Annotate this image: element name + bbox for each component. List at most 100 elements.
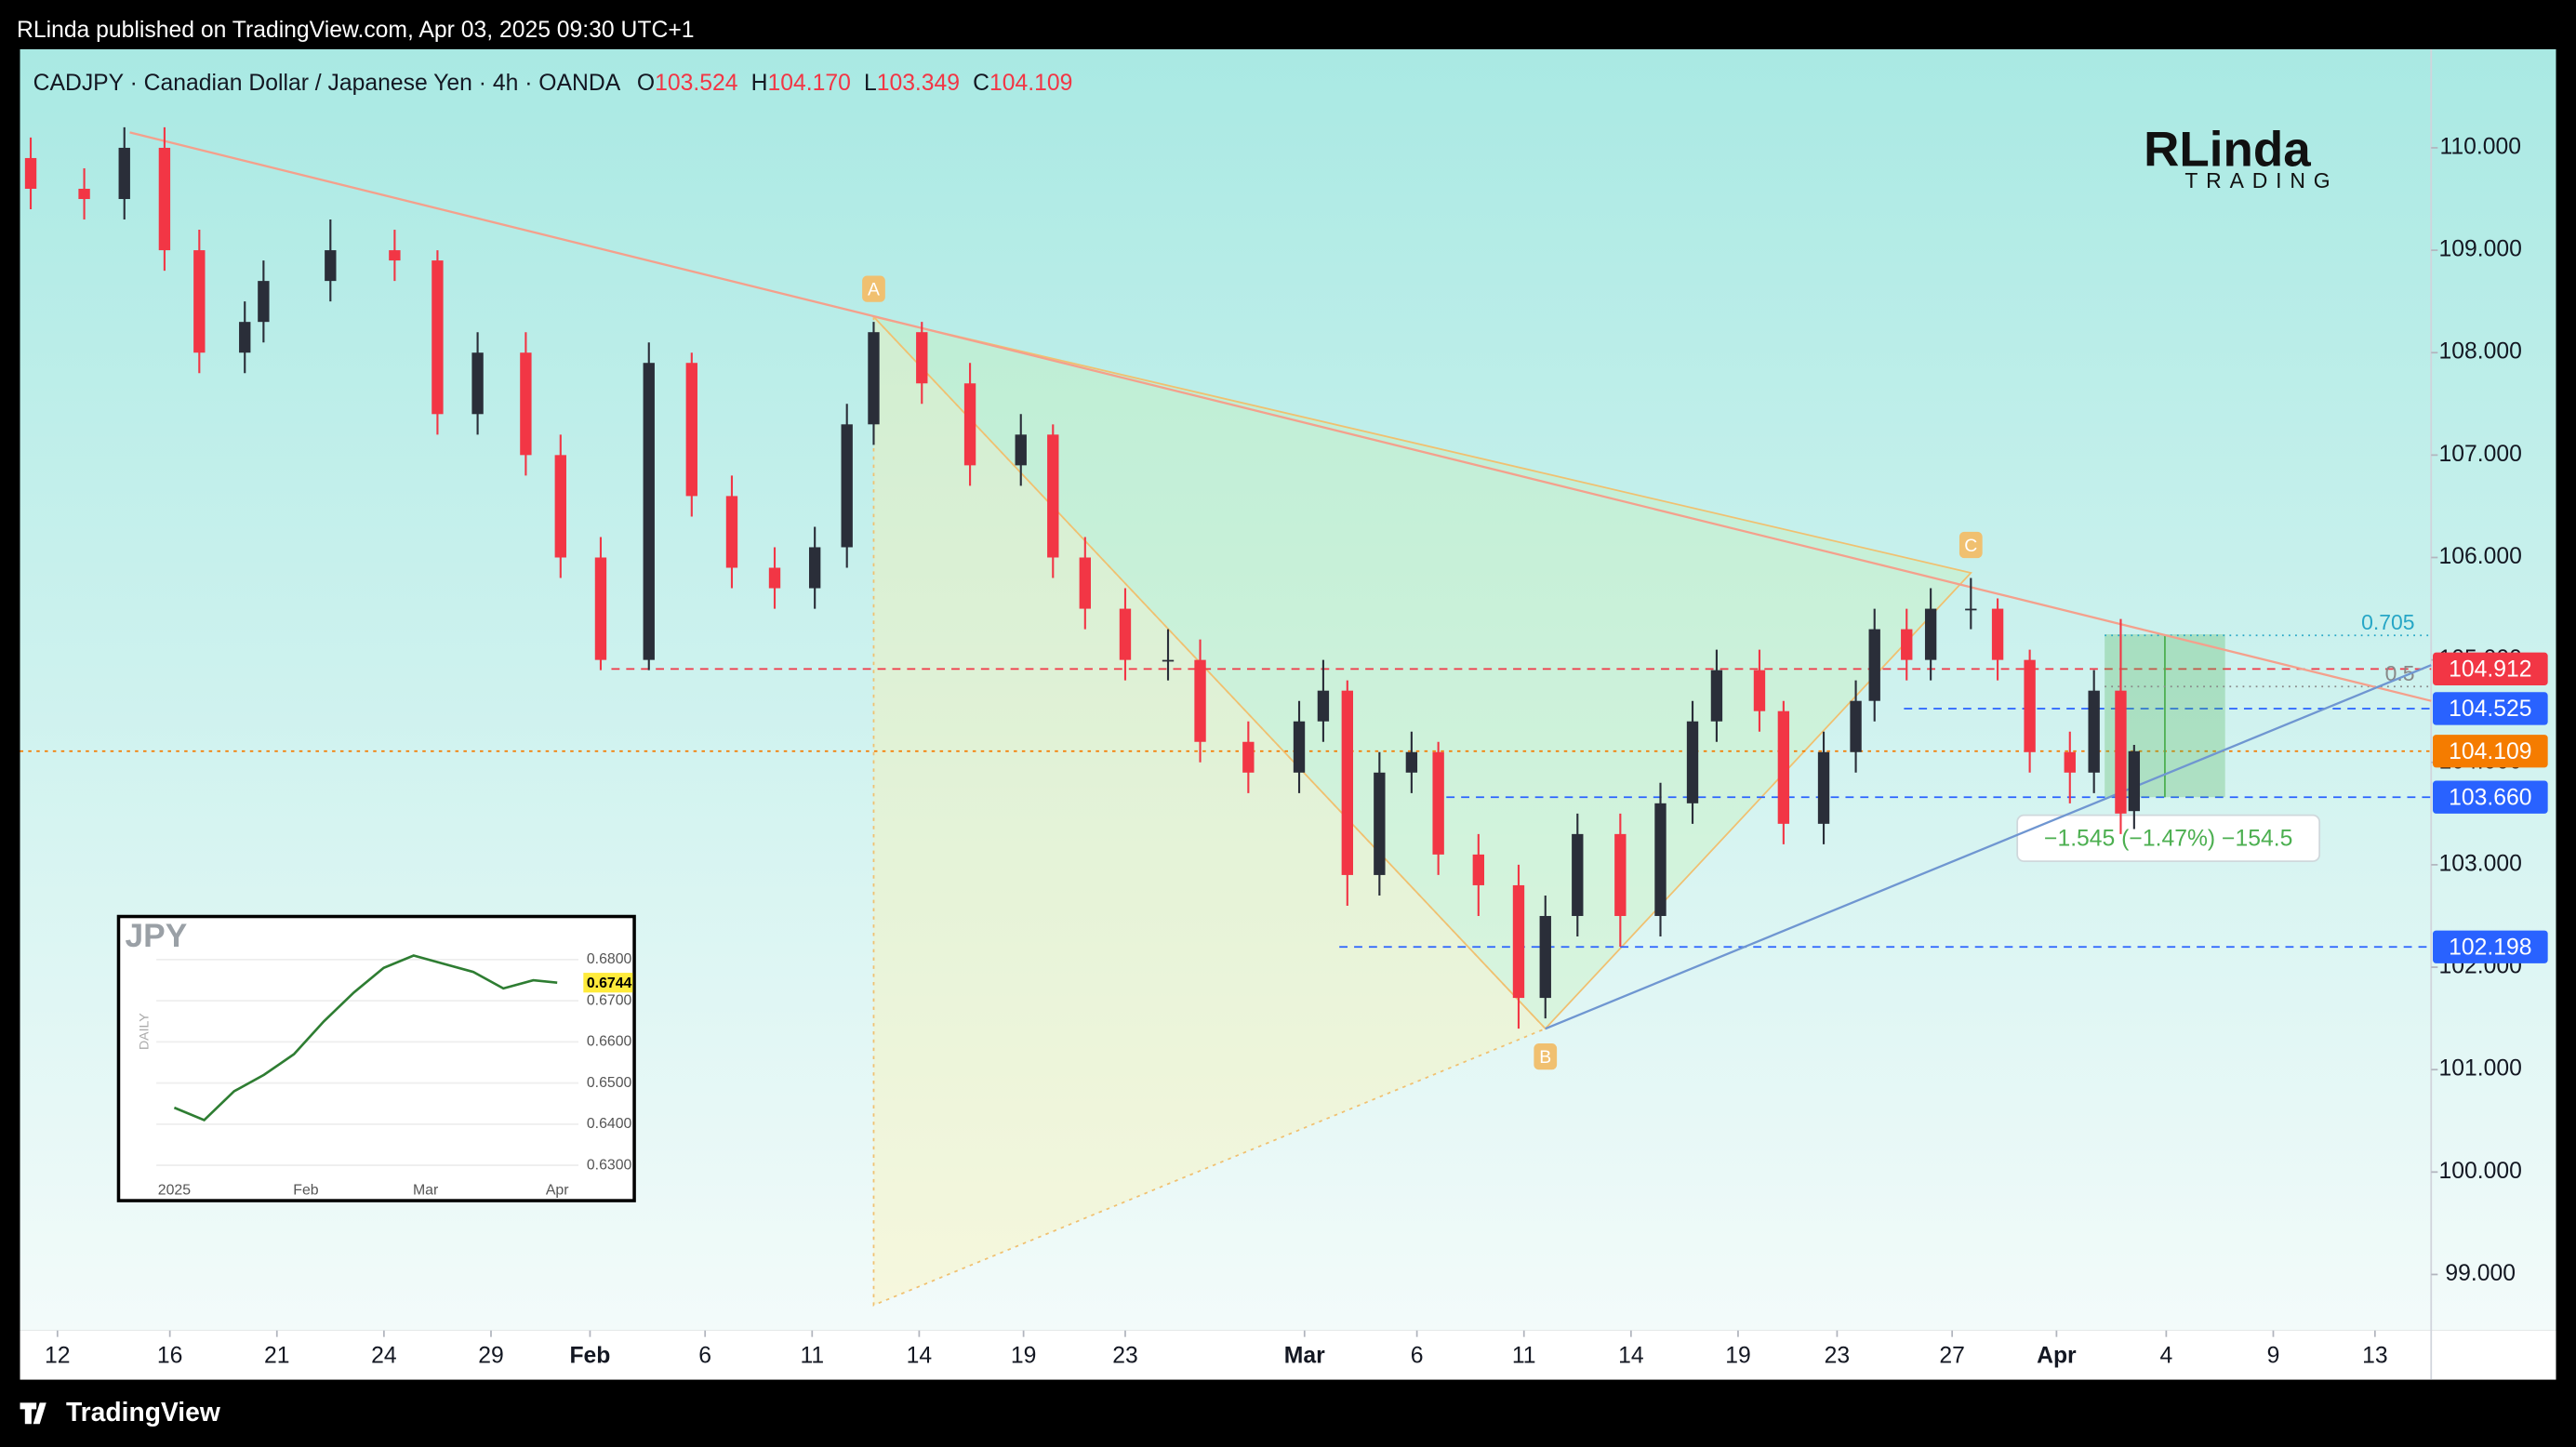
y-tick-label: 110.000	[2439, 134, 2521, 159]
candle-body	[916, 332, 928, 384]
candle-body	[389, 250, 401, 261]
inset-x-tick-label: Apr	[546, 1183, 569, 1199]
pattern-point-label: B	[1539, 1047, 1551, 1068]
trendline	[129, 131, 2432, 702]
measure-label: −1.545 (−1.47%) −154.5	[2044, 827, 2292, 852]
x-tick-label: 21	[264, 1343, 290, 1368]
fib-label: 0.705	[2361, 610, 2414, 634]
y-tick-label: 101.000	[2439, 1056, 2522, 1082]
x-tick-label: 23	[1825, 1343, 1850, 1368]
y-tick-label: 109.000	[2439, 237, 2522, 262]
x-tick-label: Mar	[1284, 1343, 1325, 1368]
x-tick-label: Feb	[569, 1343, 610, 1368]
candle-body	[1472, 854, 1485, 885]
candle-body	[78, 188, 90, 200]
x-tick-label: 13	[2362, 1343, 2388, 1368]
candle-body	[1162, 659, 1175, 662]
candle-body	[963, 383, 976, 466]
x-tick-label: 11	[1512, 1343, 1536, 1368]
x-tick-label: 19	[1725, 1343, 1750, 1368]
candle-body	[258, 281, 270, 323]
price-label: 103.660	[2449, 786, 2531, 811]
candle-body	[1654, 803, 1666, 916]
inset-box	[116, 914, 636, 1202]
inset-timeframe: DAILY	[136, 1013, 151, 1050]
candle-body	[1512, 884, 1525, 999]
candle-body	[1317, 690, 1330, 722]
x-tick-label: 6	[1411, 1343, 1424, 1368]
candle-body	[2115, 690, 2127, 814]
pattern-point-box	[1959, 531, 1983, 559]
candle-body	[2128, 750, 2141, 812]
price-label-box	[2433, 652, 2548, 685]
ohlc-value: 103.524	[655, 71, 738, 96]
candle-body	[1710, 670, 1723, 722]
y-tick-label: 107.000	[2439, 442, 2522, 467]
y-tick-label: 108.000	[2439, 339, 2522, 365]
candle-body	[768, 567, 781, 589]
candle-body	[158, 147, 171, 251]
candle-body	[1079, 557, 1091, 609]
x-tick-label: 23	[1112, 1343, 1138, 1368]
candle-body	[325, 250, 337, 282]
y-tick-label: 106.000	[2439, 544, 2522, 569]
inset-y-tick-label: 0.6400	[587, 1116, 632, 1132]
candle-body	[1868, 629, 1880, 701]
candle-body	[1047, 434, 1059, 558]
candle-body	[841, 424, 853, 548]
x-tick-label: 14	[1618, 1343, 1644, 1368]
candle-body	[24, 157, 37, 189]
candle-body	[1432, 751, 1444, 855]
brand-icon	[20, 1402, 46, 1425]
candle-body	[1293, 721, 1306, 773]
ohlc-name: O	[637, 71, 655, 96]
ohlc-value: 104.109	[989, 71, 1072, 96]
price-label: 104.912	[2449, 657, 2531, 683]
candle-body	[1850, 700, 1862, 752]
candle-body	[520, 352, 532, 456]
y-tick-label: 103.000	[2439, 851, 2522, 876]
x-tick-label: 14	[907, 1343, 933, 1368]
candle-body	[1777, 710, 1790, 824]
x-tick-label: Apr	[2037, 1343, 2077, 1368]
time-axis-background	[20, 1330, 2556, 1380]
y-tick-label: 100.000	[2439, 1159, 2522, 1184]
candle-body	[1119, 608, 1132, 660]
candle-body	[2064, 751, 2076, 773]
candle-body	[432, 260, 444, 415]
inset-y-tick-label: 0.6800	[587, 951, 632, 967]
ohlc-name: C	[973, 71, 989, 96]
pattern-abc	[870, 315, 1972, 1030]
symbol-legend: CADJPY · Canadian Dollar / Japanese Yen …	[33, 71, 1073, 96]
candle-body	[239, 322, 251, 353]
x-tick-label: 4	[2159, 1343, 2172, 1368]
candle-body	[1572, 833, 1584, 916]
candle-body	[193, 250, 206, 353]
inset-x-tick-label: Feb	[293, 1183, 319, 1199]
candle-body	[685, 363, 697, 497]
price-label-box	[2433, 780, 2548, 814]
price-label-box	[2433, 735, 2548, 768]
logo-sub: TRADING	[2184, 168, 2338, 192]
x-tick-label: 6	[698, 1343, 711, 1368]
candle-body	[1991, 608, 2004, 660]
candle-body	[1817, 751, 1830, 824]
pattern-point-label: A	[868, 280, 880, 300]
ohlc-name: L	[864, 71, 877, 96]
candle-body	[2088, 690, 2100, 773]
publish-header: RLinda published on TradingView.com, Apr…	[17, 18, 695, 43]
candle-body	[808, 547, 821, 589]
price-label: 104.109	[2449, 739, 2531, 764]
candle-body	[1374, 772, 1386, 875]
candle-body	[1242, 741, 1255, 773]
pattern-point-box	[1534, 1043, 1558, 1070]
inset-y-tick-label: 0.6600	[587, 1034, 632, 1050]
x-tick-label: 12	[45, 1343, 71, 1368]
ohlc-value: 103.349	[877, 71, 960, 96]
candle-body	[1539, 915, 1551, 999]
x-tick-label: 9	[2267, 1343, 2280, 1368]
trendline	[1545, 664, 2432, 1030]
candle-body	[1194, 659, 1206, 742]
ohlc-name: H	[751, 71, 768, 96]
